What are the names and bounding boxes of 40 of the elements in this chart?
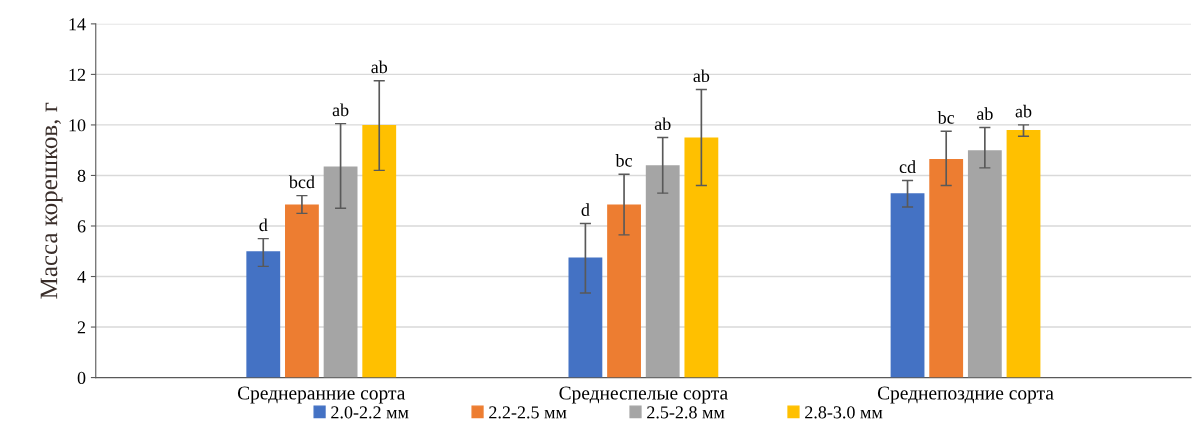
- y-tick-label: 4: [77, 270, 86, 283]
- data-label: cd: [899, 160, 916, 174]
- bar: [568, 257, 603, 378]
- data-label: bcd: [288, 175, 315, 189]
- y-tick-label: 10: [69, 119, 86, 132]
- data-label: ab: [371, 60, 388, 74]
- bar: [967, 150, 1002, 378]
- bar: [645, 165, 680, 378]
- legend-label: 2.0-2.2 мм: [331, 406, 409, 419]
- legend-label: 2.8-3.0 мм: [805, 406, 883, 419]
- bar: [1006, 129, 1041, 378]
- x-tick-label: Среднеранние сорта: [237, 386, 406, 404]
- y-axis-title: Масса корешков, г: [40, 102, 63, 299]
- data-label: ab: [976, 107, 993, 120]
- data-label: bc: [615, 154, 633, 167]
- x-tick-label: Среднеспелые сорта: [559, 386, 728, 404]
- bar: [362, 124, 397, 378]
- y-tick-label: 0: [77, 371, 86, 385]
- y-tick-label: 12: [69, 68, 86, 81]
- y-tick-label: 6: [77, 220, 86, 233]
- bar: [890, 193, 925, 378]
- y-tick-label: 2: [77, 321, 86, 334]
- data-label: d: [581, 203, 590, 217]
- bar: [323, 166, 358, 378]
- x-tick-label: Среднепоздние сорта: [877, 386, 1054, 404]
- y-tick-label: 14: [69, 18, 86, 31]
- bar: [246, 251, 281, 378]
- legend-label: 2.2-2.5 мм: [489, 406, 567, 419]
- bar: [285, 204, 319, 378]
- data-label: ab: [693, 69, 710, 83]
- data-label: ab: [332, 103, 349, 117]
- data-label: d: [259, 218, 268, 232]
- bar: [684, 137, 719, 378]
- data-label: ab: [654, 117, 671, 131]
- bar: [607, 204, 641, 378]
- legend-label: 2.5-2.8 мм: [647, 406, 725, 419]
- data-label: ab: [1015, 104, 1032, 118]
- data-label: bc: [937, 111, 955, 124]
- y-tick-label: 8: [77, 169, 86, 182]
- bar: [929, 159, 964, 378]
